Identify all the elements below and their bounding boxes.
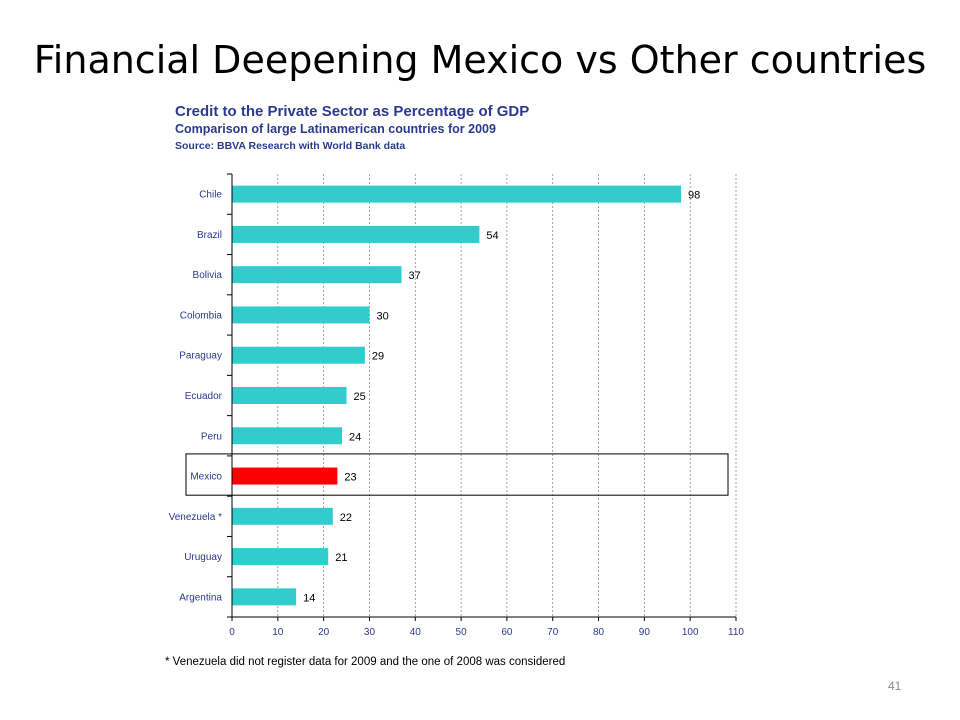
x-tick-label: 100 [682,627,699,638]
grid-lines [277,174,737,617]
bar-bolivia [232,266,402,284]
x-tick-label: 20 [318,627,330,638]
chart-title: Credit to the Private Sector as Percenta… [175,103,530,120]
data-label: 37 [409,270,421,282]
bar-ecuador [232,387,347,404]
axes: 0 10 20 30 40 50 60 70 80 90 100 110 Chile Brazil Boli… [169,173,744,638]
bar-peru [232,427,342,445]
category-label: Peru [201,431,222,442]
x-tick-label: 30 [364,627,376,638]
category-label: Bolivia [193,270,223,281]
x-tick-label: 40 [410,627,422,638]
bar-chile [232,185,682,203]
category-label: Argentina [179,592,222,603]
data-label: 14 [303,592,315,604]
category-label: Paraguay [179,351,222,362]
data-label: 21 [335,552,347,564]
category-label: Mexico [190,472,222,483]
data-label: 23 [344,472,356,484]
x-tick-label: 10 [272,627,284,638]
bar-brazil [232,225,480,243]
category-label: Colombia [180,310,223,321]
category-label: Brazil [197,230,222,241]
bar-paraguay [232,346,365,364]
data-label: 29 [372,351,384,363]
bar-argentina [232,588,297,606]
highlight-box [185,453,729,496]
bar-uruguay [232,548,329,566]
x-tick-label: 60 [501,627,513,638]
data-label: 25 [354,391,366,403]
bar-mexico [232,467,338,485]
bar-venezuela [232,507,333,525]
category-label: Venezuela * [169,512,222,523]
x-tick-label: 50 [456,627,468,638]
category-label: Chile [199,190,222,201]
data-label: 22 [340,512,352,524]
bars: 98 54 37 30 29 25 24 23 22 21 14 [232,185,700,606]
data-label: 98 [688,190,700,202]
category-label: Uruguay [184,552,222,563]
slide-title: Financial Deepening Mexico vs Other coun… [33,38,927,82]
bar-colombia [232,306,370,324]
page-number: 41 [888,679,902,693]
x-tick-label: 110 [728,627,744,638]
chart-source: Source: BBVA Research with World Bank da… [175,140,406,152]
data-label: 24 [349,431,361,443]
data-label: 30 [376,310,388,322]
footnote: * Venezuela did not register data for 20… [165,656,566,668]
chart-subtitle: Comparison of large Latinamerican countr… [175,122,496,136]
highlight-frame [185,453,729,496]
data-label: 54 [486,230,498,242]
x-tick-label: 80 [593,627,605,638]
x-tick-label: 70 [547,627,559,638]
category-label: Ecuador [185,391,223,402]
x-tick-label: 90 [639,627,651,638]
x-tick-label: 0 [229,627,235,638]
